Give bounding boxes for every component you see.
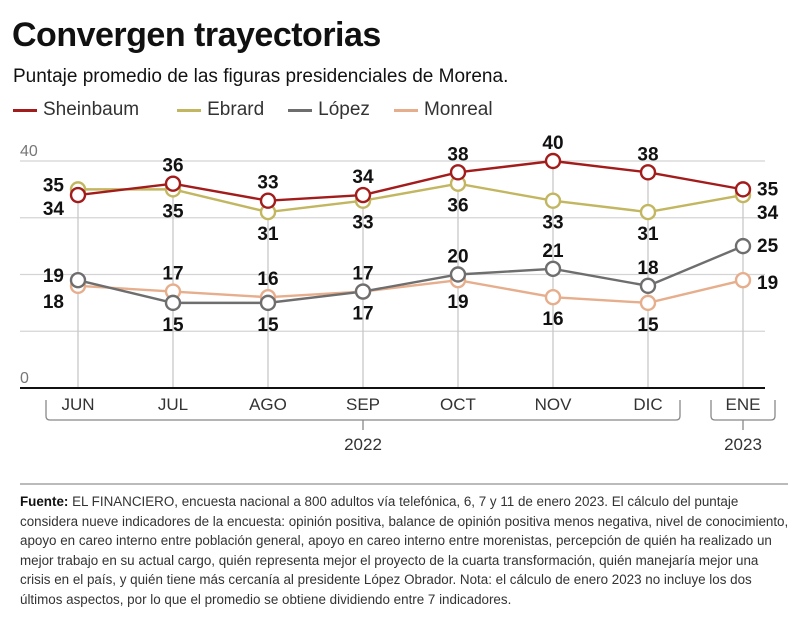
series-line-sheinbaum [77,159,744,202]
data-point-lopez-sep [354,283,372,300]
data-label-ebrard-dic: 31 [637,224,659,245]
data-point-lopez-jun [69,271,87,289]
data-label-sheinbaum-ene: 35 [757,179,779,200]
data-point-lopez-ago [259,294,277,312]
data-point-sheinbaum-ene [734,181,752,198]
data-label-monreal-nov: 16 [542,309,563,330]
legend-swatch-sheinbaum [13,108,37,112]
data-label-lopez-sep: 17 [352,264,373,285]
data-point-monreal-dic [639,294,657,312]
data-point-ebrard-dic [639,203,657,221]
data-label-ebrard-sep: 33 [352,213,373,234]
legend-item-lopez: López [288,99,370,121]
data-label-sheinbaum-dic: 38 [637,144,658,165]
legend-item-ebrard: Ebrard [177,99,264,121]
legend-swatch-lopez [288,108,313,112]
legend-label-ebrard: Ebrard [207,99,265,120]
y-tick-label-0: 0 [20,370,29,387]
data-label-monreal-ago: 16 [257,269,278,290]
data-point-lopez-ene [734,237,752,255]
data-label-monreal-jun: 18 [43,292,64,313]
series-line-lopez [77,245,744,305]
x-tick-label-ene: ENE [726,395,761,414]
data-label-lopez-jun: 19 [43,266,64,287]
x-tick-label-jun: JUN [61,395,94,414]
chart-subtitle: Puntaje promedio de las figuras presiden… [13,66,509,87]
series-line-ebrard [78,182,744,214]
x-tick-label-dic: DIC [633,395,662,414]
data-point-sheinbaum-jun [69,186,87,204]
data-point-sheinbaum-jul [164,175,182,192]
data-point-sheinbaum-ago [259,192,277,209]
data-label-sheinbaum-oct: 38 [447,144,468,165]
data-label-monreal-jul: 17 [162,264,183,285]
footnote-note-text: Nota: el cálculo de enero 2023 no incluy… [20,572,752,607]
data-label-sheinbaum-nov: 40 [542,135,563,154]
year-label-2022: 2022 [344,435,382,454]
y-tick-label-40: 40 [20,143,38,160]
data-label-monreal-oct: 19 [447,292,468,313]
data-point-sheinbaum-nov [544,152,562,170]
data-label-ebrard-jun: 35 [43,175,65,196]
data-label-ebrard-jul: 35 [162,201,184,222]
data-point-lopez-oct [449,266,467,283]
series-line-monreal [77,278,744,305]
x-tick-label-nov: NOV [535,395,573,414]
legend-item-sheinbaum: Sheinbaum [13,99,139,121]
data-point-lopez-jul [164,294,182,312]
data-point-sheinbaum-sep [354,186,372,204]
data-point-sheinbaum-oct [449,164,467,181]
data-label-ebrard-nov: 33 [542,213,563,234]
data-label-ebrard-ene: 34 [757,203,779,224]
footnote-source-text: EL FINANCIERO, encuesta nacional a 800 a… [20,494,789,587]
legend-label-monreal: Monreal [423,99,493,120]
legend-item-monreal: Monreal [393,99,493,121]
x-tick-label-sep: SEP [346,395,380,414]
legend-swatch-ebrard [177,108,202,112]
data-label-lopez-ago: 15 [257,315,279,336]
data-label-ebrard-ago: 31 [257,224,279,245]
legend-label-sheinbaum: Sheinbaum [43,99,140,120]
data-point-monreal-nov [544,288,562,306]
data-label-monreal-dic: 15 [637,315,659,336]
data-label-lopez-ene: 25 [757,236,779,257]
chart-title: Convergen trayectorias [12,16,381,54]
data-label-sheinbaum-jul: 36 [162,156,183,177]
legend-swatch-monreal [393,108,418,112]
data-label-lopez-oct: 20 [447,247,468,268]
x-tick-label-oct: OCT [440,395,476,414]
legend-label-lopez: López [318,99,370,120]
data-point-sheinbaum-dic [639,164,657,181]
legend: Sheinbaum Ebrard López Monreal [13,98,517,122]
data-label-lopez-dic: 18 [637,258,658,279]
data-label-monreal-ene: 19 [757,273,778,294]
footnote: Fuente: EL FINANCIERO, encuesta nacional… [20,492,790,609]
footnote-source-label: Fuente: [20,494,69,509]
footnote-divider [20,483,788,485]
line-chart: 0 40 JUN JUL AGO SEP OCT NOV DIC ENE 2022 2023 35 34 3… [20,135,779,454]
data-label-sheinbaum-sep: 34 [352,167,374,188]
data-label-sheinbaum-ago: 33 [257,173,278,194]
data-point-ebrard-nov [544,192,562,209]
data-label-monreal-sep: 17 [352,304,373,325]
data-label-lopez-nov: 21 [542,241,564,262]
data-point-lopez-dic [639,277,657,295]
x-tick-label-jul: JUL [158,395,188,414]
data-point-lopez-nov [544,260,562,278]
data-point-monreal-ene [734,271,752,289]
year-label-2023: 2023 [724,435,762,454]
data-label-sheinbaum-jun: 34 [43,199,65,220]
data-label-lopez-jul: 15 [162,315,184,336]
data-label-ebrard-oct: 36 [447,196,468,217]
x-tick-label-ago: AGO [249,395,287,414]
